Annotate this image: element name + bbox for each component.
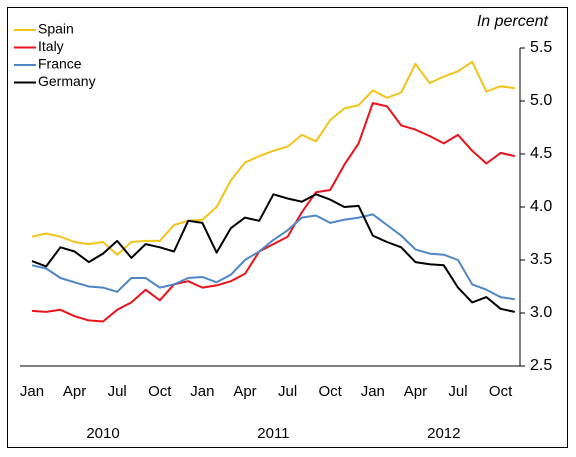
unit-label: In percent xyxy=(477,13,549,30)
year-label: 2011 xyxy=(257,425,289,442)
x-tick-label: Jan xyxy=(190,383,214,400)
y-tick-label: 5.0 xyxy=(530,92,552,109)
frame xyxy=(7,7,568,448)
x-tick-label: Oct xyxy=(319,383,343,400)
y-tick-label: 2.5 xyxy=(530,357,552,374)
legend-label: Spain xyxy=(38,21,74,37)
y-tick-label: 4.5 xyxy=(530,145,552,162)
series-line xyxy=(31,60,515,256)
y-tick-label: 4.0 xyxy=(530,198,552,215)
x-tick-label: Oct xyxy=(489,383,513,400)
series-line xyxy=(31,193,516,313)
y-tick-label: 3.0 xyxy=(530,304,552,321)
year-label: 2012 xyxy=(427,425,460,442)
y-tick-label: 3.5 xyxy=(530,251,552,268)
legend-label: Italy xyxy=(38,38,64,54)
legend-label: Germany xyxy=(38,73,96,89)
x-tick-label: Jan xyxy=(361,383,385,400)
x-tick-label: Oct xyxy=(148,383,172,400)
x-tick-label: Apr xyxy=(63,383,86,400)
series-line xyxy=(31,213,515,301)
x-tick-label: Jul xyxy=(278,383,297,400)
x-tick-label: Jul xyxy=(448,383,467,400)
x-tick-label: Apr xyxy=(233,383,256,400)
legend-label: France xyxy=(38,56,82,72)
year-label: 2010 xyxy=(86,425,119,442)
x-tick-label: Jan xyxy=(20,383,44,400)
x-tick-label: Apr xyxy=(404,383,427,400)
y-tick-label: 5.5 xyxy=(530,39,552,56)
series-line xyxy=(31,102,516,323)
x-tick-label: Jul xyxy=(108,383,127,400)
